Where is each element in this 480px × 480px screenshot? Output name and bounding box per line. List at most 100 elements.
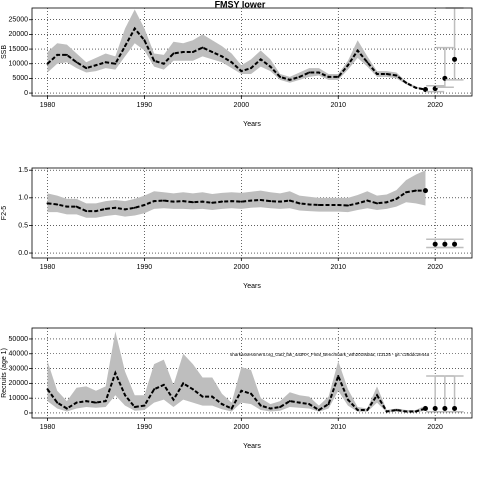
point xyxy=(337,75,340,78)
point xyxy=(56,401,59,404)
confidence-band xyxy=(47,170,426,218)
point xyxy=(133,406,136,409)
y-axis-label: F2-5 xyxy=(1,206,8,221)
point xyxy=(153,388,156,391)
point xyxy=(308,203,311,206)
point xyxy=(414,410,417,413)
x-axis-label: Years xyxy=(243,283,261,290)
projection-point xyxy=(452,56,458,62)
point xyxy=(259,199,262,202)
point xyxy=(230,407,233,410)
point xyxy=(356,409,359,412)
point xyxy=(269,65,272,68)
point xyxy=(346,64,349,67)
y-tick-label: 10000 xyxy=(9,61,29,68)
point xyxy=(85,210,88,213)
point xyxy=(114,62,117,65)
point xyxy=(114,206,117,209)
point xyxy=(327,75,330,78)
point xyxy=(220,200,223,203)
projection-point xyxy=(452,241,458,247)
point xyxy=(298,401,301,404)
x-axis-label: Years xyxy=(243,121,261,128)
last-point xyxy=(422,406,428,412)
x-tick-label: 2010 xyxy=(330,424,346,431)
point xyxy=(162,383,165,386)
point xyxy=(250,199,253,202)
point xyxy=(182,51,185,53)
point xyxy=(104,207,107,210)
point xyxy=(259,58,262,61)
point xyxy=(172,398,175,401)
projection-point xyxy=(442,406,448,412)
point xyxy=(356,49,359,52)
point xyxy=(172,200,175,203)
point xyxy=(250,392,253,395)
projection-point xyxy=(452,406,458,412)
point xyxy=(75,401,78,404)
point xyxy=(337,203,340,206)
point xyxy=(191,201,194,204)
point xyxy=(230,200,233,203)
plot-frame xyxy=(31,327,473,419)
point xyxy=(279,406,282,409)
point xyxy=(395,197,398,200)
point xyxy=(201,46,204,49)
point xyxy=(85,67,88,70)
point xyxy=(124,208,127,211)
y-tick-label: 0 xyxy=(24,410,28,417)
point xyxy=(298,202,301,205)
point xyxy=(298,75,301,78)
point xyxy=(46,202,49,205)
y-tick-label: 1.0 xyxy=(18,195,28,202)
point xyxy=(133,27,136,30)
y-tick-label: 30000 xyxy=(9,365,29,372)
point xyxy=(288,400,291,403)
confidence-band xyxy=(47,331,426,413)
x-tick-label: 2020 xyxy=(427,102,443,109)
point xyxy=(220,55,223,58)
x-tick-label: 1990 xyxy=(137,424,153,431)
y-tick-label: 10000 xyxy=(9,395,29,402)
point xyxy=(414,86,417,89)
y-tick-label: 15000 xyxy=(9,46,29,53)
last-point xyxy=(422,87,428,93)
point xyxy=(356,202,359,205)
point xyxy=(317,71,320,74)
x-tick-label: 1990 xyxy=(137,102,153,109)
point xyxy=(211,201,214,204)
median-line xyxy=(47,189,426,213)
point xyxy=(405,191,408,194)
x-tick-label: 1980 xyxy=(40,424,56,431)
y-tick-label: 50000 xyxy=(9,336,29,343)
point xyxy=(104,61,107,64)
point xyxy=(94,210,97,213)
median-line xyxy=(46,26,426,91)
last-point xyxy=(422,188,428,194)
confidence-band xyxy=(47,9,426,91)
point xyxy=(385,201,388,204)
y-tick-label: 5000 xyxy=(12,75,28,82)
point xyxy=(240,200,243,203)
point xyxy=(414,189,417,192)
x-tick-label: 1980 xyxy=(40,264,56,271)
x-tick-label: 1990 xyxy=(137,264,153,271)
point xyxy=(65,407,68,410)
point xyxy=(240,389,243,392)
point xyxy=(162,199,165,202)
point xyxy=(94,401,97,404)
point xyxy=(376,394,379,397)
point xyxy=(133,206,136,209)
y-tick-label: 0.5 xyxy=(18,222,28,229)
x-tick-label: 2020 xyxy=(427,424,443,431)
point xyxy=(201,395,204,398)
point xyxy=(405,81,408,84)
point xyxy=(124,45,127,48)
point xyxy=(143,404,146,407)
y-axis-label: Recruits (age 1) xyxy=(1,348,8,398)
point xyxy=(288,199,291,202)
point xyxy=(308,403,311,406)
point xyxy=(327,203,330,206)
median-line xyxy=(46,370,426,413)
